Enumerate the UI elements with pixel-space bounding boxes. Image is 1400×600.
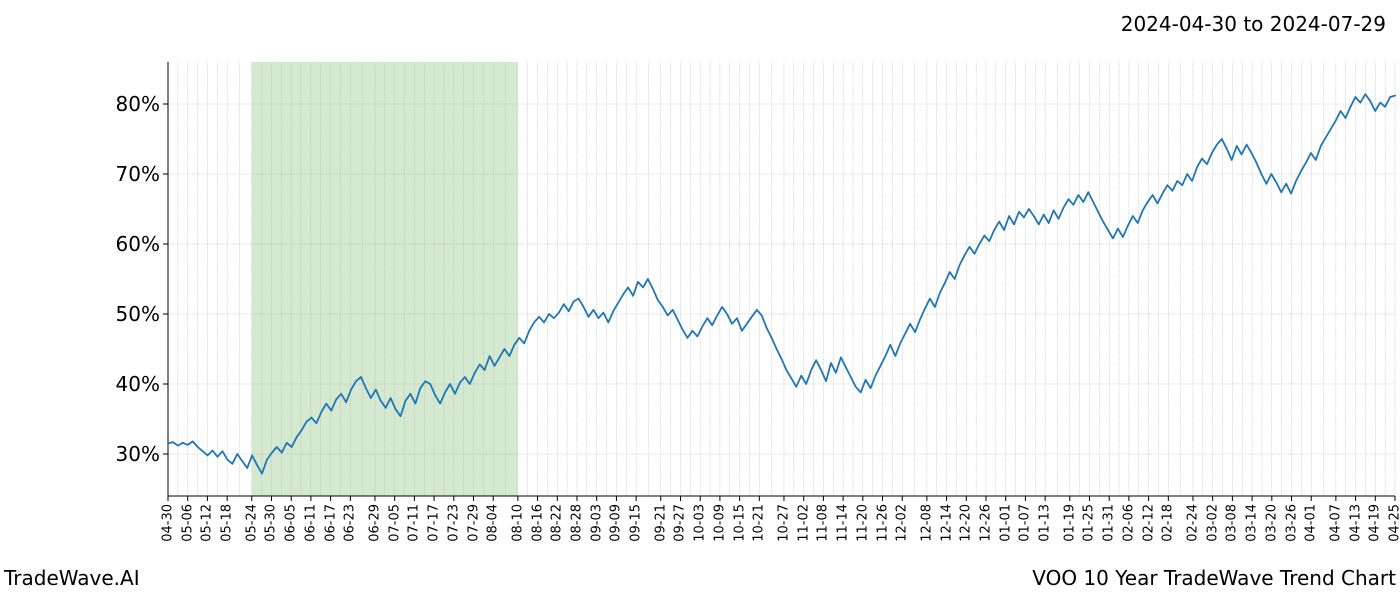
x-tick-label: 04-01 <box>1304 504 1319 542</box>
x-tick-label: 11-02 <box>796 504 811 542</box>
x-tick-label: 12-08 <box>919 504 934 542</box>
y-tick-label: 60% <box>110 232 160 256</box>
x-tick-label: 06-23 <box>343 504 358 542</box>
x-tick-label: 01-25 <box>1082 504 1097 542</box>
x-tick-label: 04-25 <box>1388 504 1400 542</box>
x-tick-label: 04-13 <box>1348 504 1363 542</box>
x-tick-label: 02-12 <box>1141 504 1156 542</box>
x-tick-label: 09-15 <box>629 504 644 542</box>
x-tick-label: 06-05 <box>284 504 299 542</box>
x-tick-label: 03-08 <box>1225 504 1240 542</box>
x-tick-label: 02-24 <box>1185 504 1200 542</box>
x-tick-label: 07-29 <box>466 504 481 542</box>
x-tick-label: 04-30 <box>161 504 176 542</box>
x-tick-label: 08-10 <box>510 504 525 542</box>
x-tick-label: 05-12 <box>200 504 215 542</box>
x-tick-label: 10-15 <box>732 504 747 542</box>
x-tick-label: 11-20 <box>855 504 870 542</box>
x-tick-label: 02-18 <box>1161 504 1176 542</box>
x-tick-label: 12-26 <box>979 504 994 542</box>
x-tick-label: 05-30 <box>264 504 279 542</box>
x-tick-label: 09-03 <box>589 504 604 542</box>
x-tick-label: 10-09 <box>712 504 727 542</box>
x-tick-label: 01-07 <box>1018 504 1033 542</box>
x-tick-label: 03-14 <box>1245 504 1260 542</box>
x-tick-label: 03-20 <box>1264 504 1279 542</box>
x-tick-label: 03-02 <box>1205 504 1220 542</box>
x-tick-label: 05-06 <box>180 504 195 542</box>
x-tick-label: 11-08 <box>816 504 831 542</box>
x-tick-label: 08-28 <box>570 504 585 542</box>
x-tick-label: 01-31 <box>1102 504 1117 542</box>
x-tick-label: 11-14 <box>836 504 851 542</box>
y-tick-label: 70% <box>110 162 160 186</box>
x-tick-label: 01-13 <box>1038 504 1053 542</box>
x-tick-label: 11-26 <box>875 504 890 542</box>
x-tick-label: 05-18 <box>220 504 235 542</box>
x-tick-label: 01-01 <box>998 504 1013 542</box>
x-tick-label: 05-24 <box>244 504 259 542</box>
x-tick-label: 10-21 <box>752 504 767 542</box>
x-tick-label: 08-16 <box>530 504 545 542</box>
x-tick-label: 09-21 <box>653 504 668 542</box>
x-tick-label: 10-03 <box>693 504 708 542</box>
x-tick-label: 02-06 <box>1121 504 1136 542</box>
y-tick-label: 50% <box>110 302 160 326</box>
x-tick-label: 12-20 <box>959 504 974 542</box>
x-tick-label: 08-04 <box>486 504 501 542</box>
y-tick-label: 40% <box>110 372 160 396</box>
x-tick-label: 01-19 <box>1062 504 1077 542</box>
x-tick-label: 04-07 <box>1328 504 1343 542</box>
x-tick-label: 03-26 <box>1284 504 1299 542</box>
x-tick-label: 04-19 <box>1368 504 1383 542</box>
y-tick-label: 80% <box>110 92 160 116</box>
x-tick-label: 06-17 <box>323 504 338 542</box>
x-tick-label: 09-27 <box>673 504 688 542</box>
x-tick-label: 06-11 <box>303 504 318 542</box>
x-tick-label: 08-22 <box>550 504 565 542</box>
x-tick-label: 09-09 <box>609 504 624 542</box>
x-tick-label: 07-17 <box>427 504 442 542</box>
x-tick-label: 07-11 <box>407 504 422 542</box>
x-tick-label: 07-05 <box>387 504 402 542</box>
chart-container: { "header": { "date_range": "2024-04-30 … <box>0 0 1400 600</box>
x-tick-label: 10-27 <box>776 504 791 542</box>
x-tick-label: 12-14 <box>939 504 954 542</box>
x-tick-label: 07-23 <box>446 504 461 542</box>
x-tick-label: 12-02 <box>895 504 910 542</box>
y-tick-label: 30% <box>110 442 160 466</box>
x-tick-label: 06-29 <box>367 504 382 542</box>
